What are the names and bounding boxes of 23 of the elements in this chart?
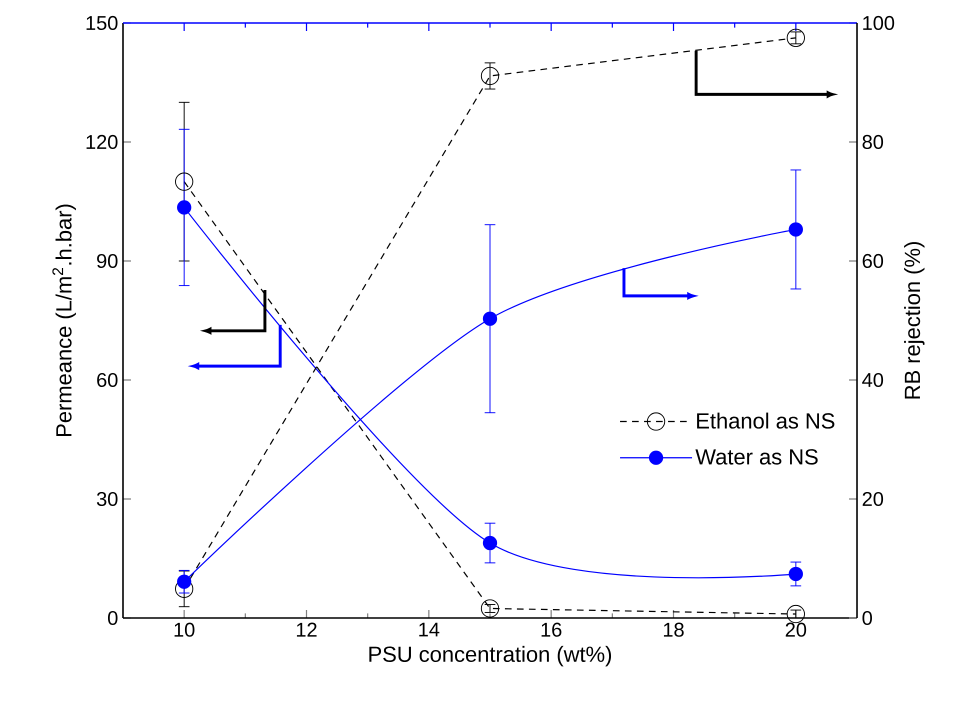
y-tick-label: 0 <box>108 610 118 626</box>
x-tick-label: 12 <box>296 622 317 637</box>
y2-tick-label: 20 <box>862 492 884 506</box>
x-tick-label: 20 <box>786 622 806 637</box>
legend-label: Ethanol as NS <box>697 412 834 429</box>
y-tick-label: 30 <box>96 492 118 506</box>
y2-tick-label: 80 <box>862 134 884 150</box>
y2-tick-label: 60 <box>862 254 884 268</box>
legend-label: Water as NS <box>695 449 818 465</box>
y-axis-title: Permeance (L/m$^{2}$.h.bar) <box>52 204 76 436</box>
x-axis-title: PSU concentration (wt%) <box>369 646 612 666</box>
y2-tick-label: 0 <box>862 610 872 626</box>
x-tick-label: 10 <box>174 622 194 637</box>
y2-tick-label: 40 <box>862 372 884 388</box>
y-tick-label: 150 <box>86 16 118 30</box>
x-tick-label: 14 <box>419 622 440 636</box>
y2-tick-label: 100 <box>863 16 894 30</box>
y-tick-label: 60 <box>97 372 118 388</box>
x-tick-label: 16 <box>542 622 562 637</box>
y2-axis-title: RB rejection (%) <box>904 242 924 398</box>
y-tick-label: 120 <box>86 134 118 150</box>
y-tick-label: 90 <box>97 254 118 268</box>
x-tick-label: 18 <box>664 622 684 637</box>
